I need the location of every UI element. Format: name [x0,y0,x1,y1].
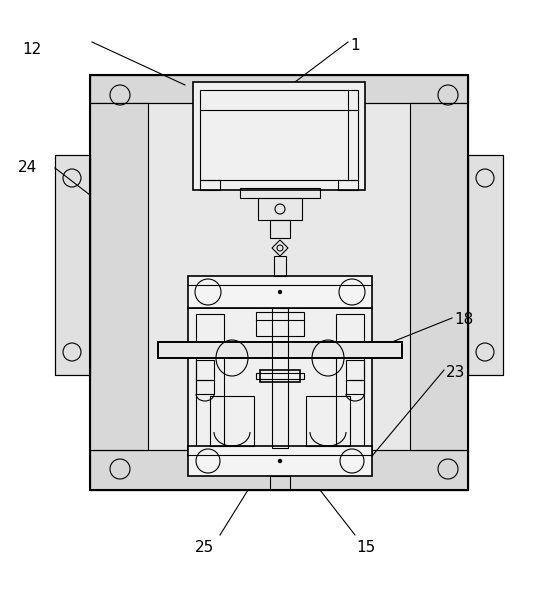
Bar [274,256,286,276]
Bar [258,198,302,220]
Bar [200,90,358,180]
Bar [410,103,468,450]
Bar [468,155,503,375]
Bar [346,360,364,380]
Bar [240,188,320,198]
Bar [196,380,214,394]
Bar [260,370,300,382]
Bar [90,103,148,450]
Bar [188,446,372,476]
Text: 18: 18 [454,312,473,327]
Bar [270,220,290,238]
Bar [410,103,468,450]
Bar [272,308,288,448]
Text: 15: 15 [356,540,375,555]
Circle shape [278,459,281,462]
Text: 24: 24 [18,160,37,175]
Bar [188,276,372,308]
Bar [210,396,254,446]
Bar [90,75,468,103]
Bar [158,342,402,358]
Text: 23: 23 [446,365,465,380]
Bar [90,75,468,490]
Bar [90,75,468,103]
Bar [196,314,224,450]
Bar [55,155,90,375]
Text: 12: 12 [22,42,41,57]
Bar [256,312,304,336]
Bar [196,360,214,380]
Bar [306,396,350,446]
Bar [270,476,290,490]
Bar [158,342,402,358]
Text: 1: 1 [350,38,359,53]
Circle shape [278,291,281,294]
Bar [346,380,364,394]
Bar [90,450,468,490]
Text: 25: 25 [195,540,214,555]
Bar [90,450,468,490]
Bar [338,180,358,190]
Bar [256,373,304,379]
Bar [336,314,364,450]
Bar [90,75,468,490]
Bar [55,155,90,375]
Bar [200,180,220,190]
Bar [188,308,372,456]
Bar [468,155,503,375]
Bar [193,82,365,190]
Bar [90,103,148,450]
